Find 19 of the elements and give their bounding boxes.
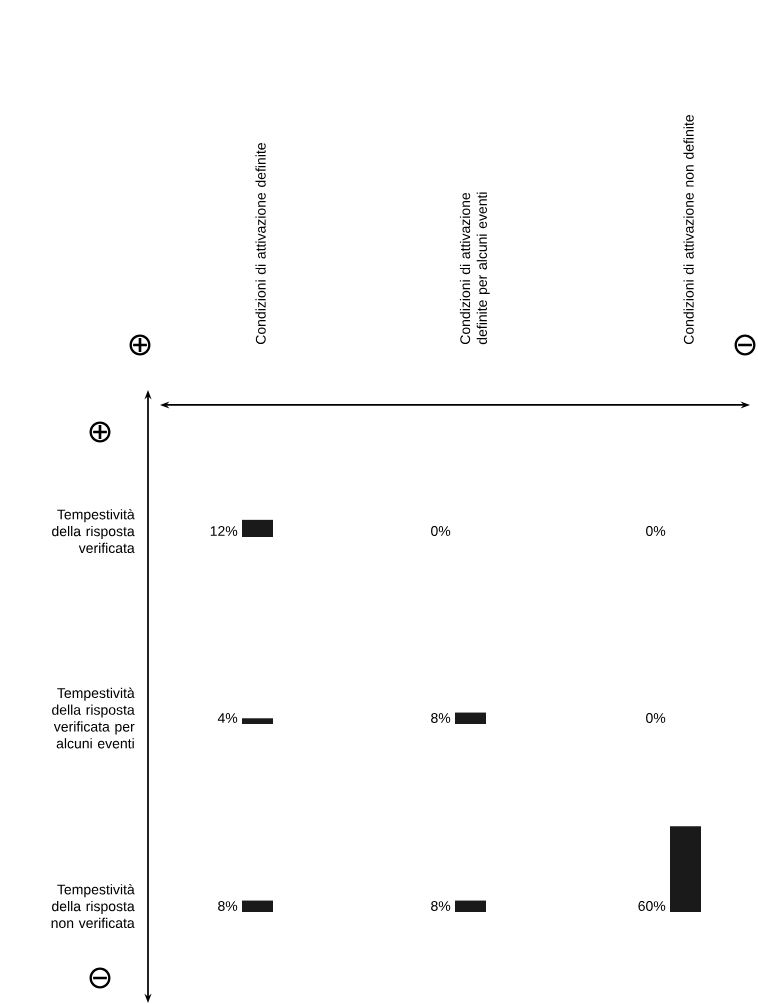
data-label: 8% xyxy=(430,713,451,723)
data-label: 0% xyxy=(430,526,451,536)
data-label: 4% xyxy=(217,713,238,723)
text: ⊕ xyxy=(89,421,111,443)
x-tick-label: Condizioni di attivazione definite xyxy=(255,143,266,345)
data-label: 12% xyxy=(210,526,238,536)
data-label: 60% xyxy=(638,901,666,911)
x-tick-label: Condizioni di attivazione definite per alcuni eventi xyxy=(459,192,490,345)
data-label: 0% xyxy=(645,526,666,536)
data-label: 8% xyxy=(430,901,451,911)
y-tick-label: Tempestività della risposta non verificata xyxy=(51,883,135,929)
text: ⊖ xyxy=(89,967,111,989)
text: ⊕ xyxy=(129,334,151,356)
text: ⊖ xyxy=(734,334,756,356)
x-tick-label: Condizioni di attivazione non definite xyxy=(683,115,694,345)
y-tick-label: Tempestività della risposta verificata per alcuni eventi xyxy=(51,687,135,749)
y-tick-label: Tempestività della risposta verificata xyxy=(51,508,135,554)
data-label: 0% xyxy=(645,713,666,723)
data-label: 8% xyxy=(217,901,238,911)
